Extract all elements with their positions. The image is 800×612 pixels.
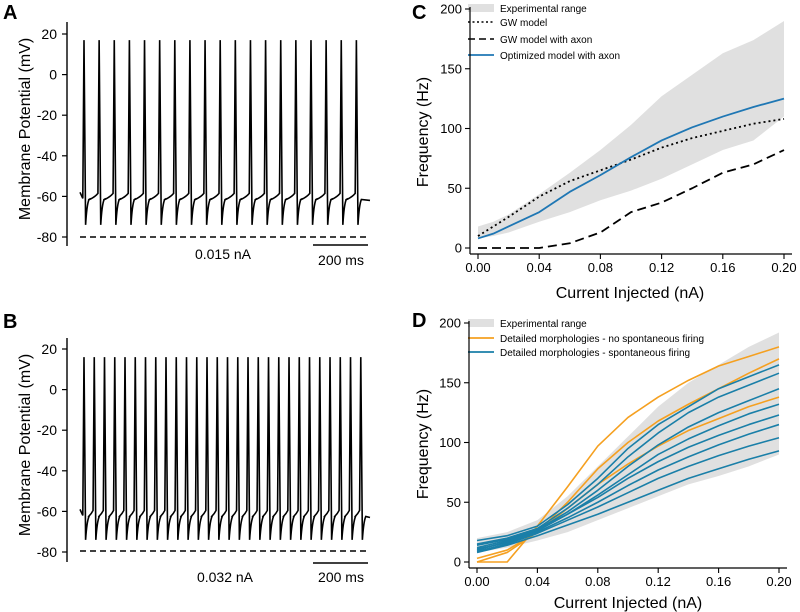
y-tick-label: 150 xyxy=(440,61,462,76)
legend-swatch-band-d xyxy=(468,319,494,327)
xlabel-c: Current Injected (nA) xyxy=(556,285,705,302)
ylabel-d: Frequency (Hz) xyxy=(415,389,432,499)
panel-label-b: B xyxy=(3,311,17,333)
series-line-teal-9 xyxy=(476,436,780,553)
x-tick-label: 0.20 xyxy=(766,574,791,589)
y-tick-label: -80 xyxy=(37,229,57,245)
y-tick-label: 150 xyxy=(439,375,461,390)
plot-area xyxy=(476,332,780,563)
series-line-teal-4 xyxy=(476,372,780,545)
y-tick-label: 200 xyxy=(439,316,461,331)
panel-b: B Membrane Potential (mV) 20 0 -20 -40 -60 -8… xyxy=(3,311,371,585)
y-ticks-b: 20 0 -20 -40 -60 -80 xyxy=(37,341,67,560)
y-tick-label: 100 xyxy=(440,121,462,136)
series-line-gw-axon xyxy=(478,149,785,249)
scalebar-label-b: 200 ms xyxy=(318,569,364,585)
y-tick-label: -60 xyxy=(37,188,57,204)
experimental-range-band xyxy=(478,20,784,239)
series-line-optimized xyxy=(477,97,785,240)
panel-label-c: C xyxy=(412,2,426,24)
legend-label-gw-c: GW model xyxy=(500,18,547,29)
ylabel-a: Membrane Potential (mV) xyxy=(17,38,34,220)
scalebar-label-a: 200 ms xyxy=(318,252,364,268)
y-tick-label: 0 xyxy=(49,67,57,83)
panel-a: A Membrane Potential (mV) 20 0 -20 -40 -60 -8… xyxy=(3,2,371,268)
series-line-teal-3 xyxy=(476,364,780,542)
voltage-trace-a xyxy=(79,40,371,225)
series-line-gw-model xyxy=(477,118,785,237)
legend-label-band-d: Experimental range xyxy=(500,319,587,330)
x-tick-label: 0.12 xyxy=(649,260,674,275)
legend-label-spont-d: Detailed morphologies - spontaneous firi… xyxy=(500,348,690,359)
x-tick-label: 0.08 xyxy=(588,260,613,275)
current-label-b: 0.032 nA xyxy=(197,569,254,585)
legend-d: Experimental range Detailed morphologies… xyxy=(468,319,704,359)
y-tick-label: 200 xyxy=(440,2,462,17)
y-tick-label: -60 xyxy=(37,503,57,519)
y-tick-label: 50 xyxy=(448,181,462,196)
panel-c: C Frequency (Hz) Current Injected (nA) E… xyxy=(412,2,797,303)
ylabel-c: Frequency (Hz) xyxy=(415,77,432,187)
ylabel-b: Membrane Potential (mV) xyxy=(17,354,34,536)
y-ticks-a: 20 0 -20 -40 -60 -80 xyxy=(37,26,67,245)
xlabel-d: Current Injected (nA) xyxy=(554,595,703,612)
y-tick-label: 50 xyxy=(447,495,461,510)
x-tick-label: 0.04 xyxy=(527,260,552,275)
series-line-teal-7 xyxy=(476,414,780,547)
y-tick-label: 0 xyxy=(454,555,461,570)
legend-label-optimized-c: Optimized model with axon xyxy=(500,51,620,62)
x-tick-label: 0.00 xyxy=(464,574,489,589)
y-tick-label: -40 xyxy=(37,463,57,479)
panel-d: D Frequency (Hz) Current Injected (nA) E… xyxy=(412,310,792,612)
legend-label-no-spont-d: Detailed morphologies - no spontaneous f… xyxy=(500,334,704,345)
series-line-teal-8 xyxy=(476,423,780,550)
y-tick-label: 0 xyxy=(49,382,57,398)
x-tick-label: 0.04 xyxy=(525,574,550,589)
series-line-teal-10 xyxy=(476,450,780,554)
y-tick-label: -80 xyxy=(37,544,57,560)
voltage-trace-b xyxy=(79,357,371,540)
legend-swatch-band-c xyxy=(468,4,494,12)
x-tick-label: 0.08 xyxy=(585,574,610,589)
x-tick-label: 0.12 xyxy=(646,574,671,589)
current-label-a: 0.015 nA xyxy=(195,246,252,262)
plot-area xyxy=(477,20,785,249)
y-tick-label: 20 xyxy=(41,26,57,42)
y-tick-label: -20 xyxy=(37,422,57,438)
legend-label-band-c: Experimental range xyxy=(500,4,587,15)
y-tick-label: -20 xyxy=(37,107,57,123)
panel-label-a: A xyxy=(3,2,17,24)
y-tick-label: 100 xyxy=(439,435,461,450)
x-tick-label: 0.16 xyxy=(706,574,731,589)
legend-label-gw-axon-c: GW model with axon xyxy=(500,35,592,46)
y-tick-label: 20 xyxy=(41,341,57,357)
panel-label-d: D xyxy=(412,310,426,332)
x-tick-label: 0.00 xyxy=(465,260,490,275)
x-tick-label: 0.20 xyxy=(771,260,796,275)
y-tick-label: 0 xyxy=(455,241,462,256)
series-line-teal-6 xyxy=(476,403,780,551)
x-tick-label: 0.16 xyxy=(710,260,735,275)
y-tick-label: -40 xyxy=(37,148,57,164)
legend-c: Experimental range GW model GW model wit… xyxy=(468,4,620,62)
